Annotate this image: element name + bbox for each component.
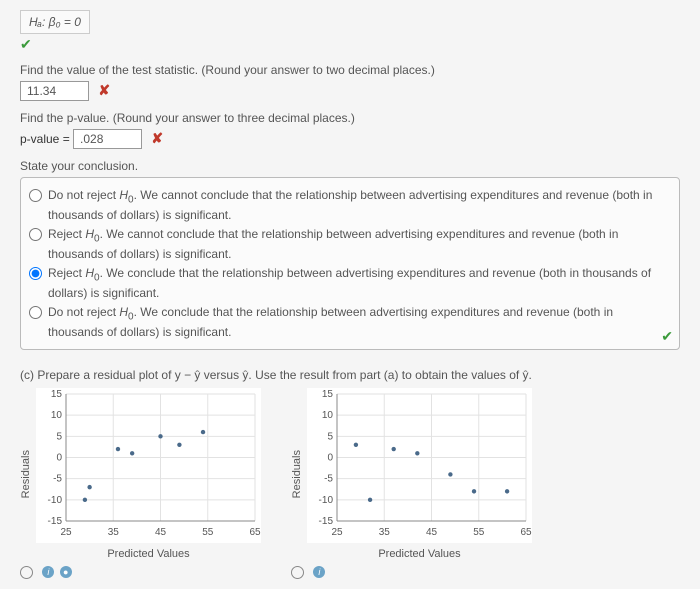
sound-icon[interactable]: ● bbox=[60, 566, 72, 578]
info-icon[interactable]: i bbox=[313, 566, 325, 578]
svg-text:-10: -10 bbox=[48, 495, 63, 506]
conclusion-option[interactable]: Do not reject H0. We cannot conclude tha… bbox=[29, 187, 671, 223]
pvalue-prompt: Find the p-value. (Round your answer to … bbox=[20, 111, 680, 125]
part-c-prompt: (c) Prepare a residual plot of y − ŷ ver… bbox=[20, 368, 680, 382]
y-axis-label: Residuals bbox=[291, 450, 303, 498]
svg-text:55: 55 bbox=[202, 527, 214, 538]
conclusion-radio[interactable] bbox=[29, 267, 42, 280]
check-icon: ✔ bbox=[661, 328, 673, 345]
conclusion-radio[interactable] bbox=[29, 189, 42, 202]
y-axis-label: Residuals bbox=[20, 450, 32, 498]
charts-row: Residuals -15 -10 -5 0 5 10 15 25 35 45 55 65 Predi… bbox=[20, 388, 680, 578]
conclusion-label: Do not reject H0. We conclude that the r… bbox=[48, 304, 671, 340]
info-icon[interactable]: i bbox=[42, 566, 54, 578]
svg-text:15: 15 bbox=[322, 389, 334, 400]
conclusion-heading: State your conclusion. bbox=[20, 159, 680, 173]
residual-plot-left: -15 -10 -5 0 5 10 15 25 35 45 55 65 bbox=[36, 388, 261, 543]
hypothesis-box: Hₐ: β₀ = 0 bbox=[20, 10, 90, 34]
conclusion-option[interactable]: Do not reject H0. We conclude that the r… bbox=[29, 304, 671, 340]
svg-text:65: 65 bbox=[520, 527, 532, 538]
svg-text:65: 65 bbox=[249, 527, 261, 538]
svg-text:10: 10 bbox=[322, 410, 334, 421]
residual-plot-right: -15 -10 -5 0 5 10 15 25 35 45 55 65 bbox=[307, 388, 532, 543]
svg-text:-15: -15 bbox=[48, 516, 63, 527]
svg-text:35: 35 bbox=[379, 527, 391, 538]
check-icon: ✔ bbox=[20, 36, 32, 52]
svg-text:55: 55 bbox=[473, 527, 485, 538]
chart-radio-right[interactable] bbox=[291, 566, 304, 579]
svg-text:45: 45 bbox=[426, 527, 438, 538]
chart-radio-left[interactable] bbox=[20, 566, 33, 579]
conclusion-label: Reject H0. We conclude that the relation… bbox=[48, 265, 671, 301]
hypothesis-feedback: ✔ bbox=[20, 36, 680, 53]
svg-text:15: 15 bbox=[51, 389, 63, 400]
svg-text:-10: -10 bbox=[319, 495, 334, 506]
conclusion-option[interactable]: Reject H0. We cannot conclude that the r… bbox=[29, 226, 671, 262]
svg-text:10: 10 bbox=[51, 410, 63, 421]
svg-text:0: 0 bbox=[327, 453, 333, 464]
svg-text:25: 25 bbox=[60, 527, 72, 538]
pvalue-row: p-value = .028 ✘ bbox=[20, 129, 680, 149]
svg-text:0: 0 bbox=[56, 453, 62, 464]
test-stat-prompt: Find the value of the test statistic. (R… bbox=[20, 63, 680, 77]
pvalue-input[interactable]: .028 bbox=[73, 129, 142, 149]
chart-option-right[interactable]: Residuals -15 -10 -5 0 5 10 15 25 35 45 55 65 Predi… bbox=[291, 388, 532, 578]
svg-text:5: 5 bbox=[327, 432, 333, 443]
conclusion-radio[interactable] bbox=[29, 228, 42, 241]
svg-text:45: 45 bbox=[155, 527, 167, 538]
svg-text:-15: -15 bbox=[319, 516, 334, 527]
x-axis-label: Predicted Values bbox=[36, 548, 261, 560]
svg-text:25: 25 bbox=[331, 527, 343, 538]
svg-text:-5: -5 bbox=[324, 474, 333, 485]
svg-text:-5: -5 bbox=[53, 474, 62, 485]
conclusion-option[interactable]: Reject H0. We conclude that the relation… bbox=[29, 265, 671, 301]
svg-text:35: 35 bbox=[108, 527, 120, 538]
chart-option-left[interactable]: Residuals -15 -10 -5 0 5 10 15 25 35 45 55 65 Predi… bbox=[20, 388, 261, 578]
conclusion-radio[interactable] bbox=[29, 306, 42, 319]
test-stat-row: 11.34 ✘ bbox=[20, 81, 680, 101]
x-icon: ✘ bbox=[151, 130, 163, 146]
conclusion-label: Do not reject H0. We cannot conclude tha… bbox=[48, 187, 671, 223]
conclusion-label: Reject H0. We cannot conclude that the r… bbox=[48, 226, 671, 262]
hypothesis-text: Hₐ: β₀ = 0 bbox=[29, 15, 81, 29]
test-stat-input[interactable]: 11.34 bbox=[20, 81, 89, 101]
conclusion-box: Do not reject H0. We cannot conclude tha… bbox=[20, 177, 680, 350]
x-icon: ✘ bbox=[98, 82, 110, 98]
svg-text:5: 5 bbox=[56, 432, 62, 443]
pvalue-prefix: p-value = bbox=[20, 132, 73, 146]
x-axis-label: Predicted Values bbox=[307, 548, 532, 560]
